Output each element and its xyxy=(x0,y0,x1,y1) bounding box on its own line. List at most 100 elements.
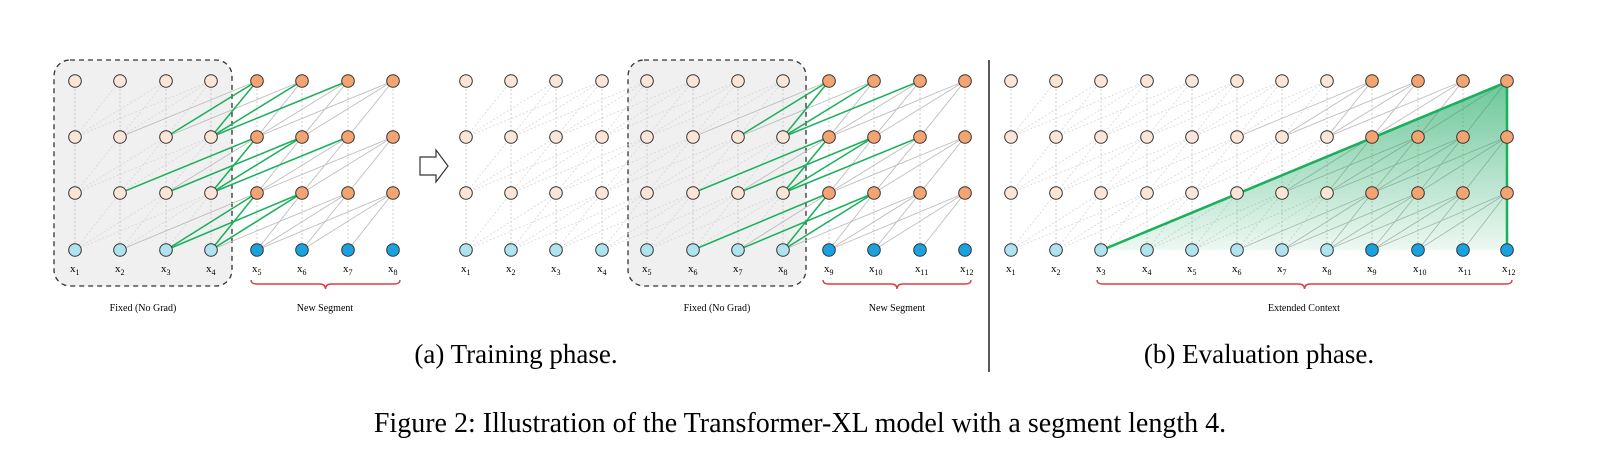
attention-edge xyxy=(1191,136,1283,194)
hidden-state-node xyxy=(1094,130,1108,144)
hidden-state-node xyxy=(549,130,563,144)
hidden-state-node xyxy=(386,186,400,200)
attention-edge xyxy=(782,192,921,251)
attention-edge xyxy=(1191,80,1283,138)
hidden-state-node xyxy=(341,130,355,144)
input-token-node xyxy=(159,243,173,257)
attention-edge xyxy=(919,80,966,138)
attention-edge xyxy=(1055,192,1102,251)
hidden-state-node xyxy=(686,186,700,200)
token-label: x6 xyxy=(1232,263,1242,277)
attention-edge xyxy=(1100,80,1238,138)
input-token-node xyxy=(776,243,790,257)
attention-edge xyxy=(256,192,394,251)
attention-edge xyxy=(347,80,394,138)
token-label: x8 xyxy=(778,263,788,277)
attention-edge xyxy=(465,136,512,194)
training-network-step2: x1 x2 x3 x4 x5 x6 x7 x8 x9 x10 x11 x12 xyxy=(459,59,974,287)
hidden-state-node xyxy=(595,130,609,144)
attention-edge xyxy=(1236,136,1328,194)
hidden-state-node xyxy=(504,74,518,88)
attention-edge xyxy=(465,192,557,251)
token-label: x5 xyxy=(1187,263,1197,277)
token-label: x1 xyxy=(1006,263,1016,277)
brace-label-fixed-a1: Fixed (No Grad) xyxy=(110,303,177,314)
hidden-state-node xyxy=(68,74,82,88)
attention-edge xyxy=(1055,80,1193,138)
hidden-state-node xyxy=(640,74,654,88)
hidden-state-node xyxy=(549,186,563,200)
hidden-state-node xyxy=(250,74,264,88)
hidden-state-node xyxy=(1275,186,1289,200)
attention-edge xyxy=(510,192,557,251)
attention-edge xyxy=(692,136,784,194)
attention-edge xyxy=(1281,80,1373,138)
token-label: x11 xyxy=(1458,263,1471,277)
hidden-state-node xyxy=(159,74,173,88)
attention-edge xyxy=(1055,192,1193,251)
hidden-state-node xyxy=(1411,186,1425,200)
attention-edge xyxy=(601,136,739,194)
hidden-state-node xyxy=(595,74,609,88)
input-token-node xyxy=(595,243,609,257)
attention-edge xyxy=(1055,136,1102,194)
attention-edge xyxy=(555,136,694,194)
attention-edge xyxy=(828,192,921,251)
attention-edge xyxy=(919,136,966,194)
attention-edge xyxy=(1146,80,1238,138)
hidden-state-node xyxy=(386,74,400,88)
attention-edge xyxy=(692,80,784,138)
attention-edge xyxy=(301,80,394,138)
token-label: x1 xyxy=(70,263,80,277)
hidden-state-node xyxy=(1185,186,1199,200)
hidden-state-node xyxy=(913,74,927,88)
hidden-state-node xyxy=(1094,186,1108,200)
hidden-state-node xyxy=(822,74,836,88)
hidden-state-node xyxy=(867,130,881,144)
input-token-node xyxy=(1411,243,1425,257)
attention-edge xyxy=(555,80,694,138)
hidden-state-node xyxy=(113,130,127,144)
input-token-node xyxy=(1500,243,1514,257)
attention-edge xyxy=(119,192,258,251)
dependency-edge xyxy=(165,192,303,251)
dependency-edge xyxy=(210,80,303,138)
dependency-edge xyxy=(782,136,921,194)
attention-edge xyxy=(1100,192,1193,251)
hidden-state-node xyxy=(1500,130,1514,144)
input-token-node xyxy=(250,243,264,257)
attention-edge xyxy=(1055,136,1148,194)
hidden-state-node xyxy=(595,186,609,200)
dependency-edge xyxy=(782,80,830,138)
hidden-state-node xyxy=(731,130,745,144)
input-token-node xyxy=(913,243,927,257)
attention-edge xyxy=(828,80,966,138)
attention-edge xyxy=(646,136,784,194)
attention-edge xyxy=(119,136,212,194)
attention-edge xyxy=(119,192,212,251)
token-label: x1 xyxy=(461,263,471,277)
input-token-node xyxy=(1004,243,1018,257)
hidden-state-node xyxy=(295,186,309,200)
attention-edge xyxy=(646,136,739,194)
attention-edge xyxy=(1010,192,1102,251)
hidden-state-node xyxy=(1004,130,1018,144)
hidden-state-node xyxy=(1365,186,1379,200)
fixed-memory-box xyxy=(53,59,233,287)
token-label: x2 xyxy=(115,263,125,277)
attention-edge xyxy=(510,136,557,194)
attention-edge xyxy=(1055,192,1148,251)
hidden-state-node xyxy=(731,74,745,88)
attention-edge xyxy=(119,80,258,138)
token-label: x5 xyxy=(642,263,652,277)
attention-edge xyxy=(510,192,648,251)
attention-edge xyxy=(256,80,349,138)
attention-edge xyxy=(1236,80,1328,138)
new-segment-brace xyxy=(250,279,401,290)
dependency-edge xyxy=(210,136,349,194)
hidden-state-node xyxy=(958,74,972,88)
hidden-state-node xyxy=(1320,186,1334,200)
hidden-state-node xyxy=(1004,74,1018,88)
attention-edge xyxy=(692,80,830,138)
